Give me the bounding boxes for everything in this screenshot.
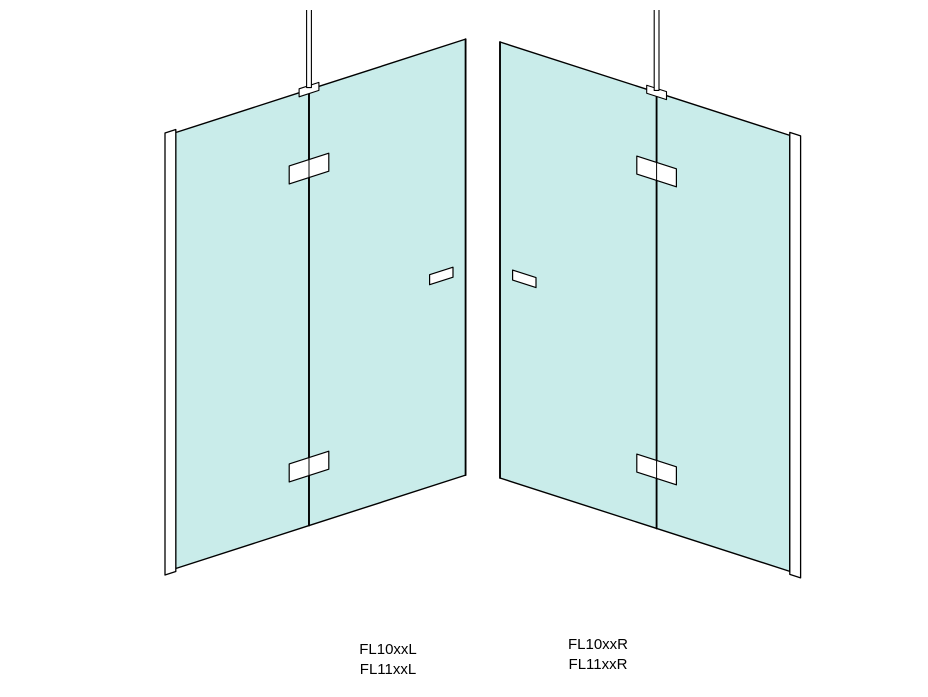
shower-door-right — [480, 10, 828, 603]
variant-labels-right: FL10xxRFL11xxR — [548, 635, 648, 676]
wall-profile — [165, 130, 176, 575]
variant-label: FL11xxL — [338, 660, 438, 680]
fixed-glass-panel — [176, 90, 309, 569]
door-glass-panel — [309, 39, 466, 525]
fixed-glass-panel — [657, 92, 790, 571]
door-glass-panel — [500, 42, 657, 528]
variant-label: FL10xxL — [338, 640, 438, 660]
ceiling-brace — [642, 10, 671, 90]
variant-label: FL10xxR — [548, 635, 648, 655]
variant-labels-left: FL10xxLFL11xxL — [338, 640, 438, 681]
wall-profile — [790, 132, 801, 577]
variant-label: FL11xxR — [548, 655, 648, 675]
ceiling-brace — [294, 10, 323, 88]
shower-door-left — [145, 10, 493, 697]
